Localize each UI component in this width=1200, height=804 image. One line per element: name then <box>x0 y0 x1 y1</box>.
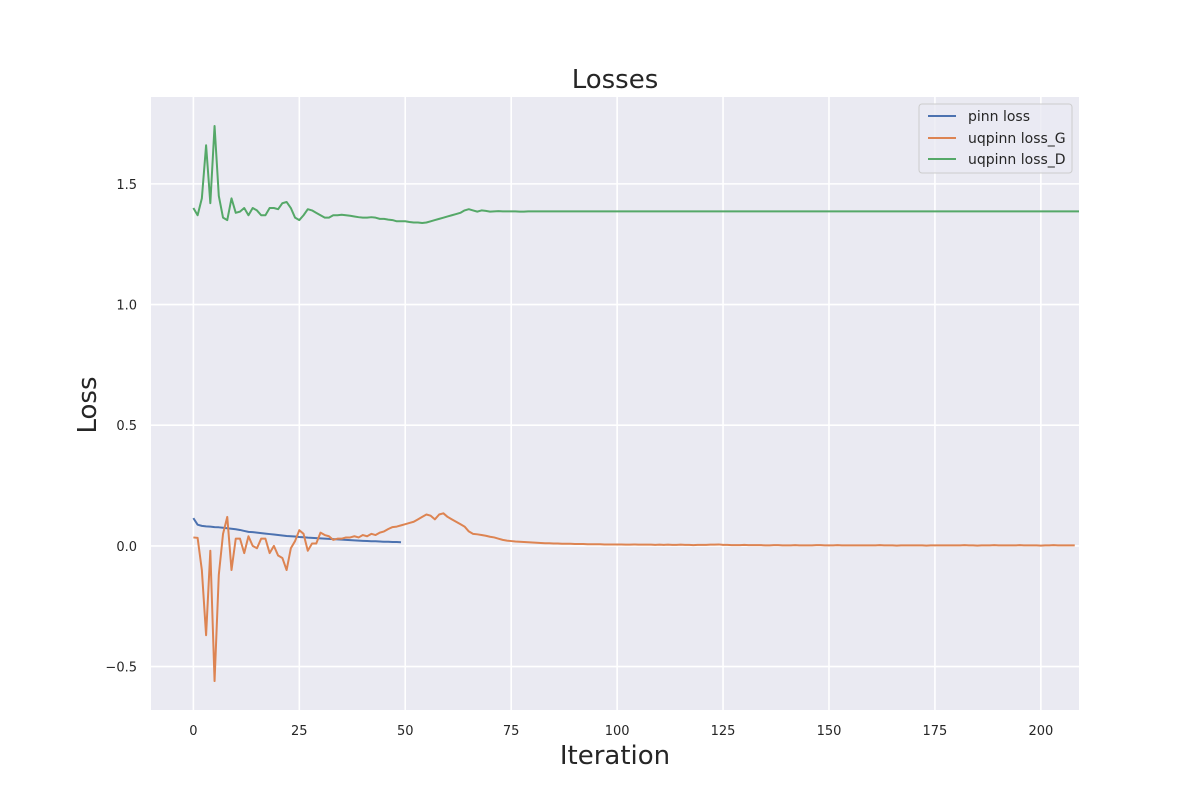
legend-label-uqpinn-loss-g: uqpinn loss_G <box>968 131 1066 147</box>
x-tick-label: 75 <box>503 724 520 739</box>
legend-box <box>918 103 1073 174</box>
x-tick-label: 150 <box>817 724 842 739</box>
x-tick-label: 0 <box>189 724 197 739</box>
x-tick-label: 200 <box>1028 724 1053 739</box>
plot-area <box>151 97 1079 710</box>
legend-label-uqpinn-loss-d: uqpinn loss_D <box>968 152 1066 168</box>
legend-label-pinn-loss: pinn loss <box>968 109 1030 125</box>
series-lines <box>192 124 1079 683</box>
y-tick-label: 1.5 <box>116 178 137 193</box>
chart-title: Losses <box>572 65 659 95</box>
x-tick-label: 50 <box>397 724 414 739</box>
y-tick-label: −0.5 <box>105 661 137 676</box>
x-tick-label: 100 <box>605 724 630 739</box>
y-tick-label: 1.0 <box>116 299 137 314</box>
tick-labels: 0 25 50 75 100 125 150 175 200 −0.5 0.0 0.5 1.0 1.5 <box>105 178 1053 739</box>
legend: pinn loss uqpinn loss_G uqpinn loss_D <box>918 103 1073 174</box>
x-tick-label: 175 <box>923 724 948 739</box>
series-line-uqpinn-loss-d <box>192 124 1079 224</box>
y-tick-label: 0.5 <box>116 419 137 434</box>
x-axis-label: Iteration <box>560 741 670 771</box>
series-line-uqpinn-loss-g <box>193 512 1075 683</box>
y-axis-label: Loss <box>73 376 103 433</box>
x-tick-label: 25 <box>291 724 308 739</box>
y-tick-label: 0.0 <box>116 540 137 555</box>
x-tick-label: 125 <box>711 724 736 739</box>
